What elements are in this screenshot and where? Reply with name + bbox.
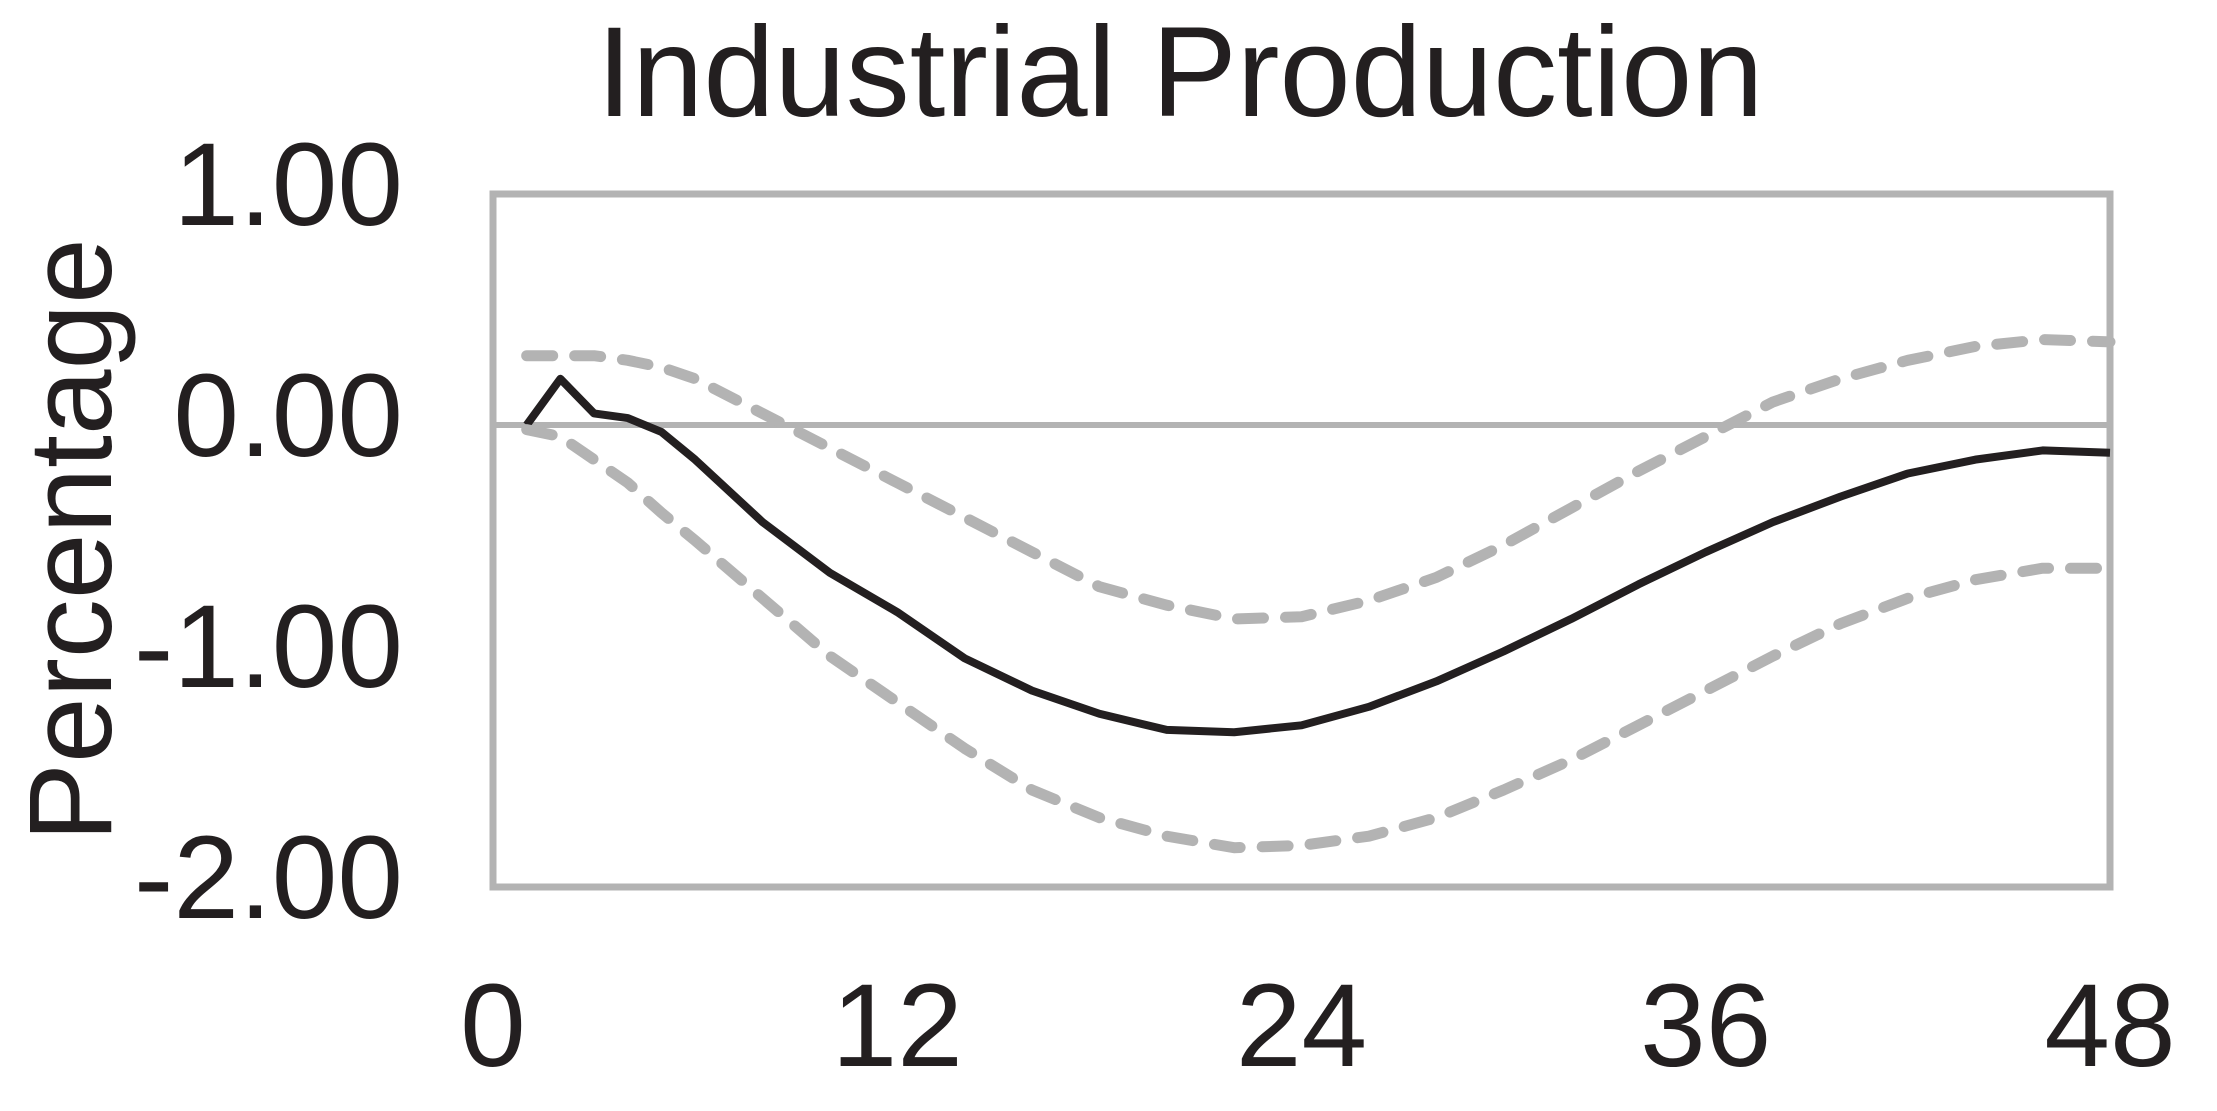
y-tick-label: 1.00	[173, 119, 403, 251]
x-tick-label: 0	[460, 960, 526, 1092]
response-line	[523, 374, 2111, 737]
y-axis-label: Percentage	[5, 238, 137, 842]
x-tick-label: 12	[832, 960, 963, 1092]
band-line	[521, 424, 2116, 854]
chart-title: Industrial Production	[597, 1, 1764, 144]
x-tick-label: 36	[1640, 960, 1771, 1092]
plot-frame	[489, 190, 2114, 891]
y-tick-label: -1.00	[134, 581, 403, 713]
band-line	[521, 334, 2116, 625]
x-tick-label: 24	[1236, 960, 1367, 1092]
y-tick-label: -2.00	[134, 812, 403, 944]
x-tick-label: 48	[2044, 960, 2175, 1092]
y-tick-label: 0.00	[173, 350, 403, 482]
